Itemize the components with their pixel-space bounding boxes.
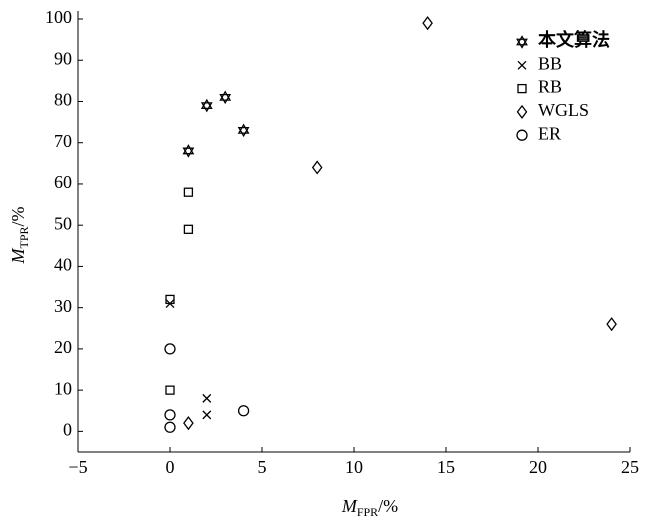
y-tick-label: 40 [54, 255, 72, 275]
legend-label: 本文算法 [538, 29, 610, 50]
y-tick-label: 70 [54, 131, 72, 151]
point [164, 343, 176, 355]
x-tick-label: 5 [258, 457, 267, 477]
legend-marker [516, 35, 528, 49]
y-tick-label: 90 [54, 48, 72, 68]
point [237, 123, 250, 138]
legend-label: BB [538, 53, 562, 73]
point [183, 416, 194, 431]
x-tick-label: −5 [68, 457, 87, 477]
y-tick-label: 20 [54, 337, 72, 357]
y-tick-label: 10 [54, 378, 72, 398]
x-tick-label: 25 [621, 457, 639, 477]
point [183, 224, 194, 234]
legend-label: ER [538, 123, 561, 143]
point [164, 421, 176, 433]
y-tick-label: 50 [54, 213, 72, 233]
legend-marker [517, 60, 527, 70]
point [165, 385, 175, 395]
point [422, 16, 433, 31]
x-tick-label: 20 [529, 457, 547, 477]
point [165, 294, 175, 305]
x-label-main: M [341, 496, 358, 516]
y-label-sub: TPR [17, 226, 31, 248]
x-tick-label: 0 [166, 457, 175, 477]
legend-marker [516, 104, 528, 119]
legend-marker [517, 83, 527, 94]
legend-marker [516, 129, 528, 141]
y-label-main: M [8, 248, 28, 265]
y-tick-label: 0 [63, 420, 72, 440]
point [237, 405, 250, 417]
x-axis-label: MFPR/% [341, 496, 398, 519]
y-tick-label: 60 [54, 172, 72, 192]
point [202, 393, 212, 403]
y-axis-label: MTPR/% [8, 206, 31, 264]
y-tick-label: 100 [45, 7, 72, 27]
point [200, 98, 213, 113]
y-tick-label: 30 [54, 296, 72, 316]
x-label-unit: /% [378, 496, 398, 516]
point [202, 410, 212, 420]
point [164, 409, 176, 421]
x-label-sub: FPR [357, 505, 378, 519]
point [183, 187, 194, 197]
point [182, 144, 195, 158]
point [219, 90, 232, 105]
y-tick-label: 80 [54, 90, 72, 110]
x-tick-label: 10 [345, 457, 363, 477]
legend-label: RB [538, 77, 562, 97]
y-label-unit: /% [8, 206, 28, 226]
x-tick-label: 15 [437, 457, 455, 477]
point [606, 317, 617, 332]
legend-label: WGLS [538, 100, 589, 120]
point [311, 160, 323, 175]
